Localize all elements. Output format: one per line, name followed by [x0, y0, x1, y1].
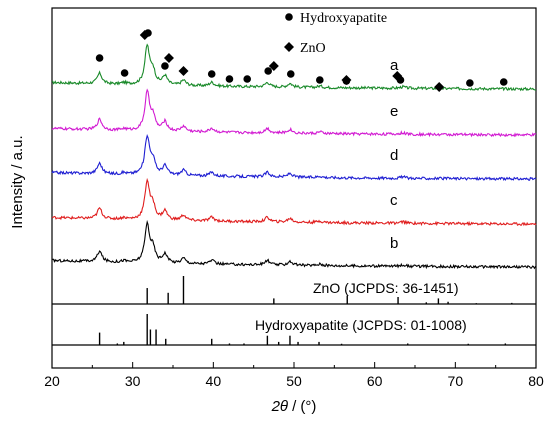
hydroxyapatite-marker	[207, 70, 216, 78]
x-axis-ticks: 20 30 40 50 60 70 80	[44, 362, 544, 389]
x-tick-label: 80	[528, 373, 544, 389]
hydroxyapatite-marker	[161, 62, 169, 70]
hydroxyapatite-marker	[286, 70, 295, 78]
series-c-line	[51, 177, 537, 227]
x-axis-label-unit: / (°)	[292, 398, 316, 415]
reference-label-zno: ZnO (JCPDS: 36-1451)	[313, 280, 459, 296]
x-axis-label-variable: 2θ	[271, 398, 288, 415]
legend: Hydroxyapatite ZnO	[284, 11, 387, 56]
zno-marker	[163, 53, 174, 63]
series-b-line	[51, 219, 537, 270]
x-tick-label: 40	[206, 373, 222, 389]
hydroxyapatite-marker	[316, 76, 324, 84]
x-tick-label: 50	[286, 373, 302, 389]
x-tick-label: 30	[125, 373, 141, 389]
zno-marker	[178, 66, 189, 76]
series-e-line	[51, 88, 537, 138]
zno-marker	[139, 30, 150, 40]
zno-marker	[434, 82, 445, 92]
legend-hydroxyapatite-marker	[285, 13, 293, 21]
y-axis-label: Intensity / a.u.	[9, 135, 26, 228]
plot-frame	[51, 7, 537, 369]
hydroxyapatite-marker	[499, 78, 508, 86]
hydroxyapatite-marker	[120, 69, 129, 77]
hydroxyapatite-marker	[225, 75, 234, 83]
phase-markers	[95, 29, 508, 92]
x-tick-label: 20	[44, 373, 60, 389]
hydroxyapatite-marker	[243, 75, 252, 83]
zno-marker	[268, 61, 279, 71]
reference-label-hydroxyapatite: Hydroxyapatite (JCPDS: 01-1008)	[255, 317, 467, 333]
series-a-line	[51, 43, 537, 92]
hydroxyapatite-marker	[466, 79, 474, 87]
reference-patterns: ZnO (JCPDS: 36-1451) Hydroxyapatite (JCPD…	[98, 276, 513, 345]
xrd-series: a e d c b	[51, 43, 537, 270]
legend-zno-label: ZnO	[300, 41, 326, 56]
series-c-label: c	[390, 192, 398, 209]
zno-marker	[341, 75, 352, 85]
hydroxyapatite-marker	[264, 67, 272, 75]
legend-zno-marker	[284, 42, 294, 52]
x-axis-label: 2θ / (°)	[271, 398, 317, 415]
series-a-label: a	[390, 57, 399, 74]
series-e-label: e	[390, 103, 398, 120]
x-tick-label: 70	[448, 373, 464, 389]
series-d-line	[51, 133, 537, 182]
legend-hydroxyapatite-label: Hydroxyapatite	[300, 11, 387, 26]
series-b-label: b	[390, 235, 398, 252]
x-tick-label: 60	[367, 373, 383, 389]
zno-marker	[392, 71, 403, 81]
hydroxyapatite-marker	[95, 54, 104, 62]
series-d-label: d	[390, 147, 398, 164]
